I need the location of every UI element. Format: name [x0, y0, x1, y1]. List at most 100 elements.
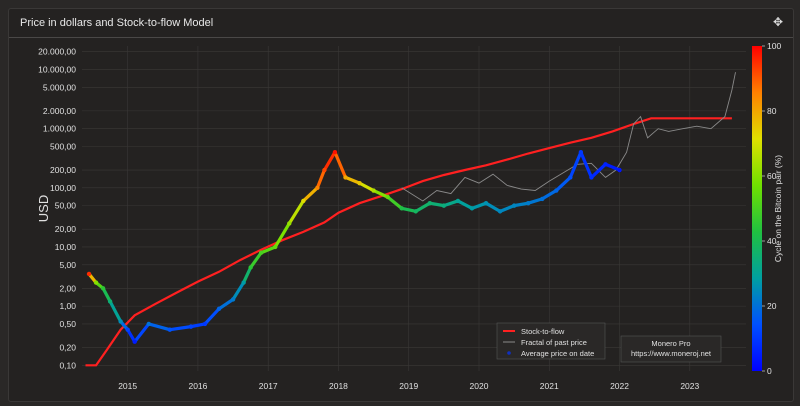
average-price-segment	[259, 245, 277, 255]
legend-swatch-average	[507, 351, 511, 355]
y-tick-label: 20.000,00	[38, 47, 76, 57]
x-tick-label: 2015	[118, 381, 137, 391]
average-price-point	[603, 162, 608, 167]
average-price-point	[511, 203, 517, 208]
average-price-segment	[357, 181, 376, 193]
average-price-segment	[526, 197, 544, 205]
average-price-point	[125, 327, 130, 332]
stock-to-flow-line	[85, 117, 732, 367]
average-price-segment	[456, 199, 474, 210]
average-price-segment	[108, 299, 123, 324]
average-price-segment	[203, 307, 221, 326]
average-price-point	[273, 244, 278, 250]
colorbar-tick-label: 60	[767, 171, 777, 181]
y-tick-label: 200,00	[50, 165, 76, 175]
average-price-segment	[498, 204, 516, 213]
average-price-point	[241, 280, 246, 285]
average-price-point	[554, 188, 559, 193]
average-price-point	[332, 150, 338, 155]
move-arrows-icon[interactable]: ✥	[772, 15, 783, 29]
watermark-name: Monero Pro	[651, 339, 690, 348]
y-tick-label: 1.000,00	[43, 124, 76, 134]
average-price-segment	[333, 150, 348, 180]
x-tick-label: 2020	[470, 381, 489, 391]
average-price-segment	[231, 280, 246, 301]
average-price-point	[357, 180, 362, 186]
average-price-point	[146, 321, 151, 327]
average-price-point	[322, 167, 327, 173]
average-price-point	[497, 209, 503, 214]
average-price-segment	[101, 286, 112, 304]
average-price-segment	[242, 265, 253, 285]
average-price-point	[525, 200, 531, 206]
y-tick-label: 5.000,00	[43, 82, 76, 92]
average-price-segment	[589, 162, 608, 180]
legend-entry: Stock-to-flow	[521, 327, 565, 336]
colorbar-tick-label: 20	[767, 301, 777, 311]
average-price-point	[427, 200, 433, 206]
average-price-point	[230, 297, 236, 302]
average-price-segment	[322, 150, 337, 172]
y-tick-label: 2.000,00	[43, 106, 76, 116]
average-price-point	[315, 185, 320, 191]
average-price-point	[287, 221, 292, 226]
average-price-point	[86, 271, 92, 277]
average-price-point	[202, 321, 208, 327]
average-price-segment	[540, 188, 558, 201]
y-axis-label: USD	[36, 195, 51, 222]
average-price-point	[107, 299, 113, 304]
y-tick-label: 5,00	[59, 260, 76, 270]
average-price-segment	[126, 328, 137, 344]
y-tick-label: 500,00	[50, 141, 76, 151]
average-price-segment	[470, 201, 488, 210]
y-tick-label: 2,00	[59, 283, 76, 293]
y-tick-label: 20,00	[55, 224, 77, 234]
average-price-point	[578, 150, 584, 155]
average-price-segment	[217, 297, 235, 311]
average-price-point	[258, 250, 264, 255]
average-price-point	[118, 319, 123, 324]
x-tick-label: 2019	[399, 381, 418, 391]
average-price-point	[455, 198, 461, 204]
watermark-url: https://www.moneroj.net	[631, 349, 712, 358]
colorbar	[752, 46, 762, 371]
average-price-point	[167, 327, 173, 332]
average-price-segment	[414, 201, 432, 213]
average-price-segment	[301, 186, 319, 203]
average-price-segment	[554, 175, 572, 193]
colorbar-tick-label: 40	[767, 236, 777, 246]
average-price-point	[589, 175, 594, 180]
average-price-segment	[484, 201, 502, 213]
average-price-segment	[442, 199, 460, 208]
average-price-segment	[168, 325, 193, 332]
legend-entry: Fractal of past price	[521, 338, 587, 347]
colorbar-label: Cycle on the Bitcoin pair (%)	[773, 155, 783, 262]
average-price-point	[483, 200, 489, 206]
y-tick-label: 50,00	[55, 201, 77, 211]
watermark-box	[620, 335, 722, 363]
average-price-segment	[428, 201, 446, 208]
average-price-point	[343, 175, 348, 180]
average-price-segment	[315, 168, 327, 190]
x-tick-label: 2022	[610, 381, 629, 391]
average-price-point	[441, 203, 447, 208]
average-price-segment	[273, 221, 291, 249]
average-price-point	[216, 306, 222, 312]
average-price-segment	[133, 322, 151, 344]
x-tick-label: 2023	[680, 381, 699, 391]
average-price-segment	[603, 162, 622, 172]
y-tick-label: 0,10	[59, 360, 76, 370]
y-tick-label: 10,00	[55, 242, 77, 252]
x-tick-label: 2017	[259, 381, 278, 391]
legend-box	[496, 322, 606, 360]
y-tick-label: 10.000,00	[38, 65, 76, 75]
legend-entry: Average price on date	[521, 349, 594, 358]
colorbar-tick-label: 100	[767, 41, 781, 51]
average-price-point	[371, 188, 376, 193]
average-price-point	[399, 206, 404, 211]
average-price-segment	[189, 322, 207, 329]
average-price-segment	[568, 150, 583, 180]
x-tick-label: 2021	[540, 381, 559, 391]
y-tick-label: 100,00	[50, 183, 76, 193]
